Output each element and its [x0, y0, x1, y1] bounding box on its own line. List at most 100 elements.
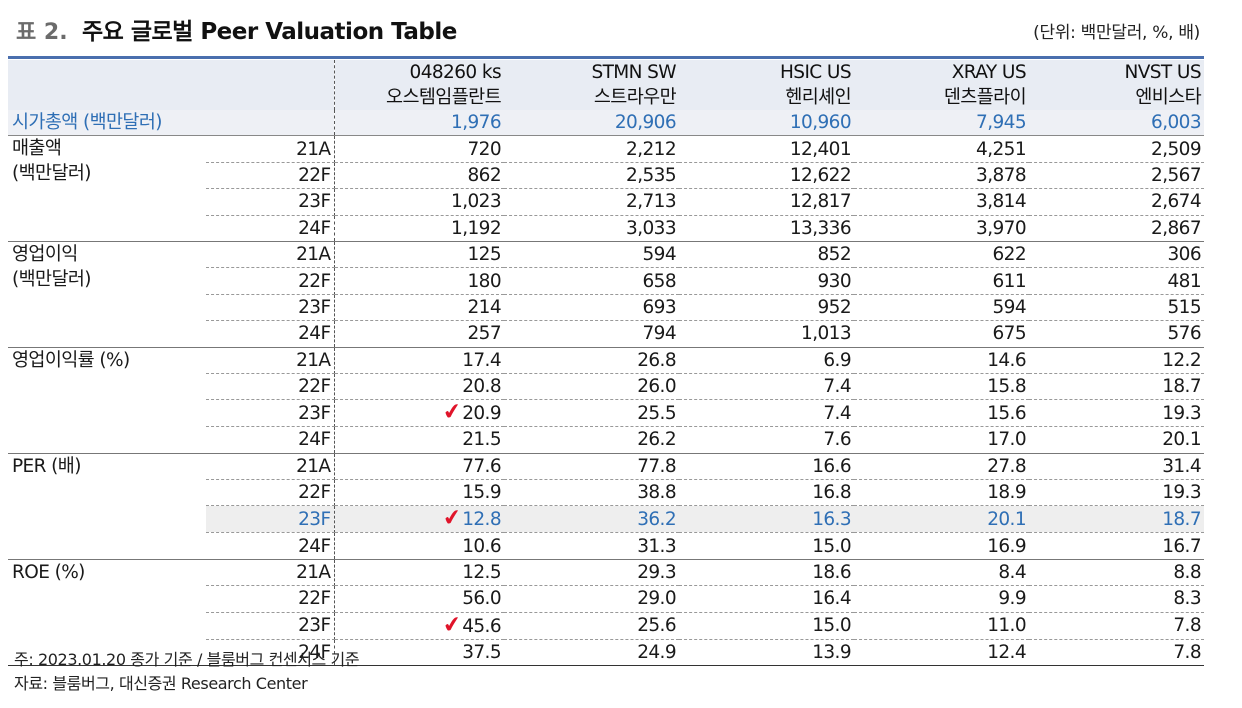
- period-label: 23F: [206, 399, 335, 428]
- table-cell: 16.6: [679, 453, 854, 481]
- period-label: 22F: [206, 267, 335, 295]
- table-cell: 658: [504, 267, 679, 295]
- table-cell: 19.3: [1029, 399, 1204, 428]
- table-cell: 515: [1029, 294, 1204, 322]
- table-cell: ✔20.9: [334, 399, 504, 428]
- cell-value: 45.6: [462, 615, 501, 637]
- period-label: 21A: [206, 559, 335, 587]
- table-cell: 852: [679, 241, 854, 269]
- period-label: 23F: [206, 294, 335, 322]
- table-cell: 18.6: [679, 559, 854, 587]
- table-cell: 77.8: [504, 453, 679, 481]
- table-cell: 2,567: [1029, 162, 1204, 190]
- table-cell: 1,192: [334, 215, 504, 242]
- period-label: 22F: [206, 479, 335, 507]
- table-cell: 7.6: [679, 426, 854, 454]
- table-cell: 16.9: [854, 532, 1029, 560]
- table-cell: 7.8: [1029, 639, 1204, 667]
- table-row: 22F 180 658 930 611 481: [8, 267, 1204, 295]
- period-label: 23F: [206, 612, 335, 640]
- table-cell: 24.9: [504, 639, 679, 667]
- column-header: 048260 ks 오스템임플란트: [334, 60, 504, 110]
- table-row: 24F 37.5 24.9 13.9 12.4 7.8: [8, 639, 1204, 667]
- table-cell: 12,401: [679, 135, 854, 163]
- table-cell: 12,817: [679, 188, 854, 216]
- table-row: 23F 1,023 2,713 12,817 3,814 2,674: [8, 188, 1204, 216]
- page-title: 주요 글로벌 Peer Valuation Table: [82, 19, 457, 45]
- column-company: 오스템임플란트: [386, 87, 502, 108]
- header-row: 048260 ks 오스템임플란트 STMN SW 스트라우만 HSIC US 헨리셰…: [8, 60, 1204, 110]
- table-cell: 611: [854, 267, 1029, 295]
- table-cell: 1,976: [334, 110, 504, 137]
- metric-label: 매출액 (백만달러): [8, 135, 206, 242]
- table-row: PER (배) 21A 77.6 77.8 16.6 27.8 31.4: [8, 453, 1204, 560]
- table-row: 23F ✔45.6 25.6 15.0 11.0 7.8: [8, 612, 1204, 640]
- table-cell: 2,509: [1029, 135, 1204, 163]
- table-row: 영업이익 (백만달러) 21A 125 594 852 622 306: [8, 241, 1204, 348]
- table-cell: 15.9: [334, 479, 504, 507]
- period-label: 24F: [206, 215, 335, 242]
- table-cell: 4,251: [854, 135, 1029, 163]
- table-cell: 9.9: [854, 585, 1029, 613]
- table-row: 매출액 (백만달러) 21A 720 2,212 12,401 4,251 2,509: [8, 135, 1204, 242]
- table-cell: 20.8: [334, 373, 504, 401]
- table-cell: 13,336: [679, 215, 854, 242]
- table-row: 영업이익률 (%) 21A 17.4 26.8 6.9 14.6 12.2: [8, 347, 1204, 454]
- period-label: 22F: [206, 373, 335, 401]
- metric-name: 영업이익률 (%): [12, 349, 130, 371]
- table-cell: 17.4: [334, 347, 504, 374]
- table-cell: 862: [334, 162, 504, 190]
- check-mark-icon: ✔: [441, 505, 463, 533]
- table-cell: 16.3: [679, 505, 854, 534]
- table-cell: 10.6: [334, 532, 504, 560]
- table-cell: 15.0: [679, 532, 854, 560]
- table-cell: ✔45.6: [334, 612, 504, 640]
- table-cell: 7.4: [679, 373, 854, 401]
- table-cell: 19.3: [1029, 479, 1204, 507]
- table-cell: 306: [1029, 241, 1204, 269]
- peer-valuation-table: 048260 ks 오스템임플란트 STMN SW 스트라우만 HSIC US 헨리셰…: [8, 60, 1204, 667]
- table-cell: 6,003: [1029, 110, 1204, 137]
- table-cell: 27.8: [854, 453, 1029, 481]
- table-cell: 20,906: [504, 110, 679, 137]
- column-ticker: HSIC US: [780, 62, 852, 83]
- period-label: 21A: [206, 453, 335, 481]
- table-cell: 257: [334, 320, 504, 348]
- metric-name: ROE (%): [12, 561, 85, 583]
- table-cell: 15.8: [854, 373, 1029, 401]
- metric-label: ROE (%): [8, 559, 206, 667]
- column-ticker: XRAY US: [951, 62, 1027, 83]
- table-cell: 3,878: [854, 162, 1029, 190]
- table-cell: 3,970: [854, 215, 1029, 242]
- table-cell: 18.7: [1029, 505, 1204, 534]
- table-row: 22F 56.0 29.0 16.4 9.9 8.3: [8, 585, 1204, 613]
- metric-label: 영업이익률 (%): [8, 347, 206, 454]
- table-cell: 37.5: [334, 639, 504, 667]
- table-cell: 18.9: [854, 479, 1029, 507]
- table-cell: 16.7: [1029, 532, 1204, 560]
- unit-note: (단위: 백만달러, %, 배): [1033, 23, 1200, 43]
- title-divider: [8, 56, 1204, 59]
- period-label: 23F: [206, 505, 335, 534]
- market-cap-row: 시가총액 (백만달러) 1,976 20,906 10,960 7,945 6,…: [8, 110, 1204, 137]
- column-company: 덴츠플라이: [943, 87, 1027, 108]
- column-company: 엔비스타: [1135, 87, 1201, 108]
- table-cell: 675: [854, 320, 1029, 348]
- table-cell: 693: [504, 294, 679, 322]
- table-cell: 14.6: [854, 347, 1029, 374]
- table-cell: 125: [334, 241, 504, 269]
- table-cell: 18.7: [1029, 373, 1204, 401]
- table-row: 24F 21.5 26.2 7.6 17.0 20.1: [8, 426, 1204, 454]
- table-cell: 3,814: [854, 188, 1029, 216]
- table-cell: 8.4: [854, 559, 1029, 587]
- table-cell: 12.5: [334, 559, 504, 587]
- table-cell: 21.5: [334, 426, 504, 454]
- column-company: 헨리셰인: [785, 87, 851, 108]
- period-label: 21A: [206, 241, 335, 269]
- check-mark-icon: ✔: [441, 612, 463, 639]
- table-cell: 481: [1029, 267, 1204, 295]
- table-cell: 576: [1029, 320, 1204, 348]
- table-cell: 11.0: [854, 612, 1029, 640]
- table-cell: 25.6: [504, 612, 679, 640]
- table-cell: 26.0: [504, 373, 679, 401]
